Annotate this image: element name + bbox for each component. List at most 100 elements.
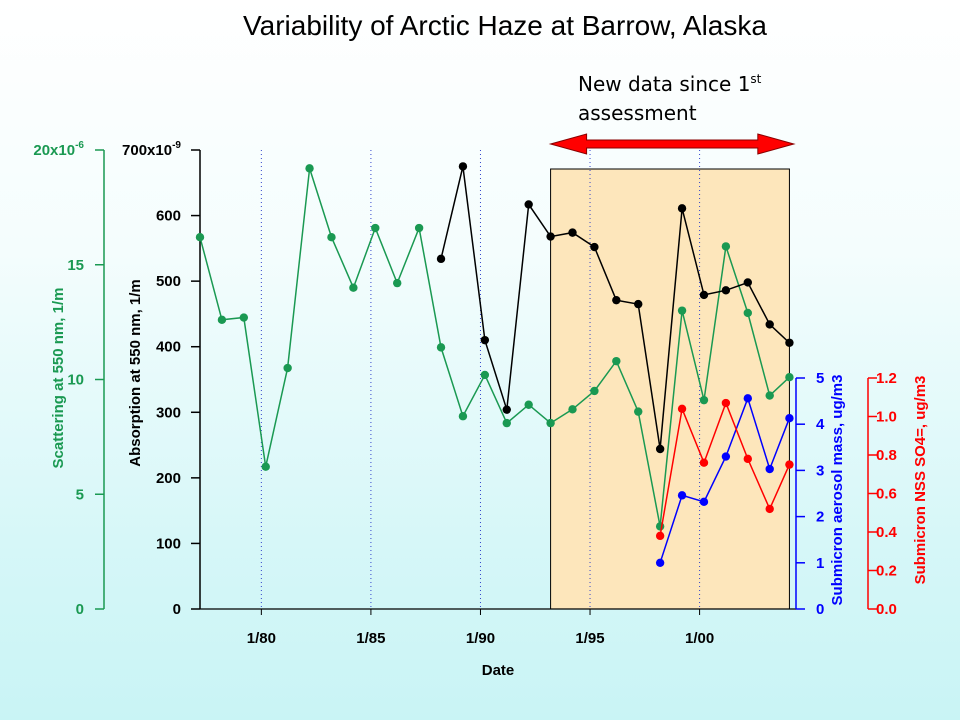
- absorption-point: [502, 405, 511, 414]
- absorption-point: [699, 290, 709, 300]
- x-tick-label: 1/00: [685, 630, 714, 647]
- new-data-arrow: [548, 133, 796, 155]
- scattering-point: [502, 418, 511, 428]
- absorption-point: [655, 444, 665, 454]
- sulfate-point: [655, 531, 665, 541]
- scattering-point: [568, 405, 577, 414]
- scattering-point: [195, 233, 205, 242]
- scattering-tick-label: 10: [67, 372, 84, 389]
- scattering-point: [261, 462, 270, 471]
- absorption-tick-label: 500: [156, 273, 181, 290]
- axes-layer: 1/80 1/85 1/90 1/95 1/0005101520x10-60100200…: [33, 140, 897, 647]
- mass-tick-label: 2: [816, 509, 824, 526]
- mass-axis-label: Submicron aerosol mass, ug/m3: [829, 375, 846, 606]
- absorption-point: [546, 232, 555, 241]
- scattering-tick-label: 0: [76, 601, 84, 618]
- x-axis-label: Date: [482, 662, 515, 679]
- sulfate-tick-label: 0.0: [876, 601, 897, 618]
- scattering-point: [239, 313, 249, 322]
- absorption-tick-label: 200: [156, 470, 181, 487]
- sulfate-point: [743, 454, 752, 464]
- absorption-tick-label: 600: [156, 208, 181, 225]
- chart-title: Variability of Arctic Haze at Barrow, Al…: [243, 10, 767, 41]
- mass-point: [699, 497, 709, 507]
- scattering-point: [458, 412, 468, 421]
- scattering-series-line: [199, 168, 790, 527]
- absorption-point: [743, 278, 752, 287]
- sulfate-tick-label: 1.0: [876, 409, 897, 426]
- sulfate-point: [785, 460, 794, 469]
- annotation-text-line2: assessment: [578, 101, 697, 125]
- scattering-point: [217, 315, 227, 325]
- sulfate-tick-label: 0.2: [876, 563, 897, 580]
- mass-tick-label: 4: [816, 416, 825, 433]
- scattering-point: [371, 223, 380, 233]
- absorption-point: [612, 295, 621, 305]
- absorption-point: [480, 335, 490, 345]
- scattering-point: [436, 343, 446, 352]
- series-layer: [195, 162, 794, 567]
- scattering-point: [590, 386, 599, 396]
- scattering-point: [480, 370, 490, 380]
- absorption-tick-label: 0: [173, 601, 181, 618]
- scattering-point: [634, 407, 643, 416]
- scattering-point: [283, 363, 292, 373]
- sulfate-point: [699, 458, 709, 467]
- sulfate-tick-label: 0.4: [876, 524, 898, 541]
- sulfate-point: [677, 404, 687, 413]
- scattering-point: [414, 223, 424, 233]
- scattering-point: [349, 283, 358, 292]
- absorption-axis-label: Absorption at 550 nm, 1/m: [127, 279, 144, 467]
- annotation-text: New data since 1st: [578, 72, 762, 96]
- x-tick-label: 1/85: [356, 630, 385, 647]
- sulfate-axis-label: Submicron NSS SO4=, ug/m3: [912, 376, 929, 585]
- scattering-point: [721, 242, 731, 251]
- shaded-region-layer: [550, 168, 790, 610]
- scattering-tick-label: 20x10-6: [33, 140, 84, 159]
- annotation-arrow-layer: [548, 133, 796, 155]
- sulfate-tick-label: 0.8: [876, 447, 897, 464]
- absorption-tick-label: 300: [156, 404, 181, 421]
- mass-point: [655, 558, 665, 567]
- mass-tick-label: 3: [816, 462, 824, 479]
- sulfate-tick-label: 0.6: [876, 486, 897, 503]
- scattering-point: [765, 391, 774, 400]
- scattering-point: [546, 418, 555, 428]
- absorption-tick-label: 100: [156, 535, 181, 552]
- absorption-point: [765, 320, 774, 329]
- gridlines: [260, 150, 701, 609]
- absorption-point: [677, 204, 687, 213]
- scattering-point: [305, 164, 314, 173]
- absorption-point: [458, 162, 468, 171]
- absorption-point: [524, 200, 533, 209]
- mass-point: [721, 452, 731, 461]
- mass-tick-label: 0: [816, 601, 824, 618]
- absorption-point: [436, 254, 446, 264]
- sulfate-point: [721, 398, 731, 408]
- absorption-point: [785, 338, 794, 347]
- mass-point: [785, 413, 794, 423]
- scattering-point: [743, 308, 752, 318]
- scattering-point: [524, 400, 533, 409]
- scattering-point: [327, 233, 336, 242]
- sulfate-tick-label: 1.2: [876, 370, 897, 387]
- scattering-tick-label: 5: [76, 486, 84, 503]
- scattering-axis-label: Scattering at 550 nm, 1/m: [50, 288, 67, 469]
- scattering-point: [699, 395, 709, 405]
- scattering-point: [655, 522, 665, 531]
- absorption-point: [568, 228, 577, 237]
- x-tick-label: 1/80: [247, 630, 276, 647]
- x-tick-label: 1/90: [466, 630, 495, 647]
- absorption-point: [634, 299, 643, 309]
- mass-point: [765, 464, 774, 474]
- mass-point: [743, 394, 752, 403]
- new-data-shaded-region: [550, 168, 790, 610]
- absorption-tick-label: 700x10-9: [122, 140, 181, 159]
- mass-tick-label: 5: [816, 370, 824, 387]
- scattering-tick-label: 15: [67, 257, 84, 274]
- scattering-point: [612, 356, 621, 366]
- absorption-tick-label: 400: [156, 339, 181, 356]
- absorption-point: [721, 286, 731, 295]
- mass-point: [677, 491, 687, 500]
